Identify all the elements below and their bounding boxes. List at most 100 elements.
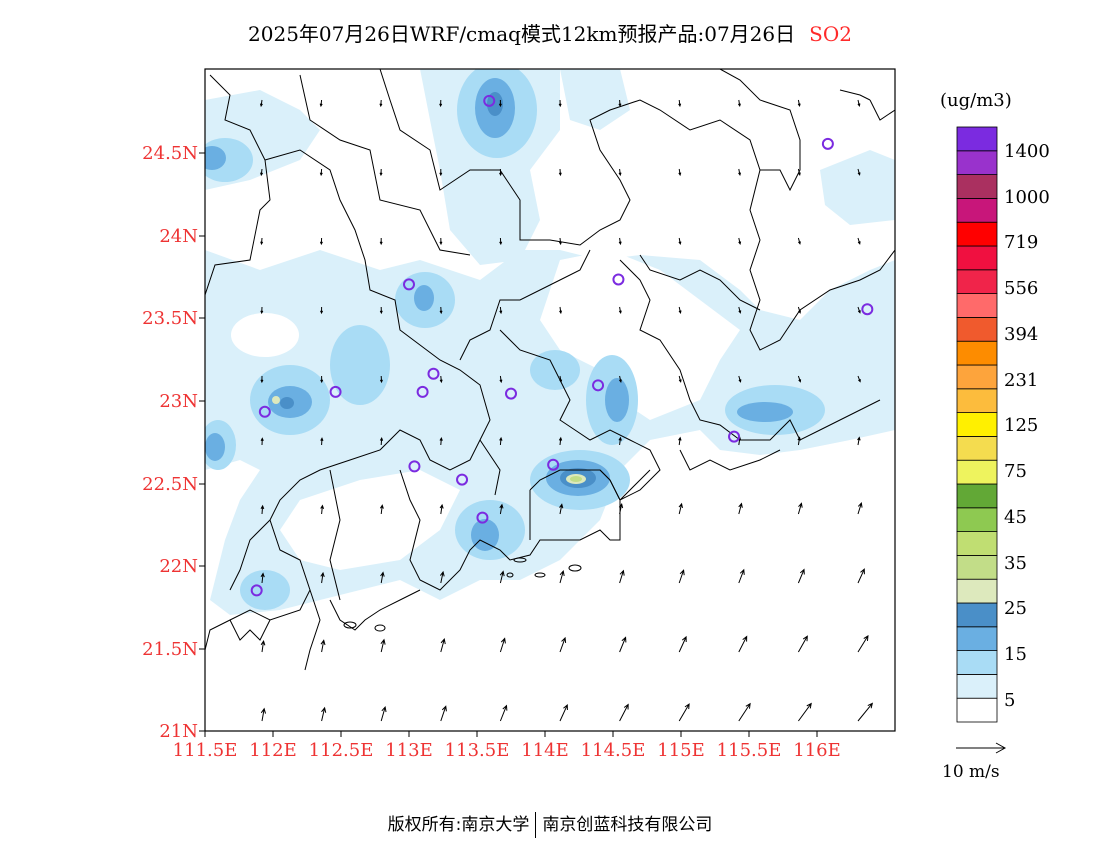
colorbar-label-394: 394 [1004, 324, 1039, 345]
low-concentration-holes [231, 250, 740, 570]
colorbar-unit-label: (ug/m3) [940, 90, 1012, 111]
colorbar-label-556: 556 [1004, 278, 1039, 299]
wind-vector [738, 306, 742, 314]
wind-vector [321, 706, 327, 722]
wind-vector [320, 504, 325, 515]
lat-label-22.5: 22.5N [142, 474, 198, 495]
wind-vector [857, 634, 869, 653]
colorbar-swatch [956, 674, 998, 699]
wind-vector [797, 375, 802, 383]
wind-vector [797, 502, 803, 515]
colorbar-label-15: 15 [1004, 644, 1027, 665]
wind-reference-label: 10 m/s [942, 762, 1000, 782]
station-marker [329, 385, 342, 398]
wind-vector [558, 237, 562, 246]
station-marker [427, 367, 440, 380]
wind-vector [320, 571, 325, 584]
footer-right: 南京创蓝科技有限公司 [542, 815, 713, 835]
station-marker [612, 273, 625, 286]
wind-vector [797, 702, 812, 722]
wind-vector [559, 503, 564, 515]
wind-vector [678, 502, 683, 515]
wind-vector [797, 168, 801, 176]
wind-vector [619, 636, 627, 653]
station-marker [547, 458, 560, 471]
wind-vector [320, 306, 324, 315]
colorbar-swatch [956, 435, 998, 461]
wind-vector [379, 437, 384, 446]
copyright-footer: 版权所有:南京大学 南京创蓝科技有限公司 [0, 810, 1100, 838]
colorbar-label-5: 5 [1004, 690, 1016, 711]
wind-vector [857, 306, 861, 314]
lon-label-113.5: 113.5E [444, 740, 510, 761]
colorbar-swatch [956, 697, 998, 723]
wind-vector [439, 570, 445, 584]
station-marker [476, 511, 489, 524]
colorbar-swatch [956, 150, 998, 176]
wind-vector [678, 306, 682, 314]
station-marker [505, 387, 517, 400]
lon-label-115.5: 115.5E [716, 740, 782, 761]
station-marker [250, 584, 263, 597]
wind-vector [499, 503, 504, 515]
station-marker [456, 473, 469, 486]
wind-vector [260, 237, 264, 246]
colorbar-swatch [956, 507, 998, 532]
so2-peak-areas [272, 396, 586, 484]
wind-vector [499, 704, 508, 722]
wind-vector [618, 375, 622, 383]
wind-vector [619, 569, 625, 584]
colorbar-label-1400: 1400 [1004, 141, 1050, 162]
wind-vector [260, 306, 264, 315]
colorbar-label-25: 25 [1004, 598, 1027, 619]
wind-vector [857, 436, 861, 446]
colorbar-swatch [956, 245, 998, 271]
station-marker [416, 385, 429, 398]
wind-vector [738, 702, 751, 722]
colorbar-swatch [956, 412, 998, 437]
wind-vector [260, 707, 266, 722]
colorbar-swatch [956, 269, 998, 294]
colorbar-swatch [956, 602, 998, 628]
wind-vector [440, 638, 446, 653]
wind-vector [379, 99, 383, 108]
wind-vector [499, 436, 503, 446]
wind-vector [439, 99, 443, 108]
station-marker [861, 303, 874, 316]
station-marker [403, 278, 415, 291]
footer-separator [535, 812, 537, 838]
chart-title: 2025年07月26日WRF/cmaq模式12km预报产品:07月26日 SO2 [0, 18, 1100, 47]
station-marker [408, 460, 421, 473]
wind-vector [379, 237, 383, 246]
wind-vector [678, 99, 682, 108]
wind-vector [738, 168, 742, 177]
wind-vector [559, 636, 567, 653]
colorbar-swatch [956, 340, 998, 366]
wind-vector [857, 702, 874, 722]
wind-vector [499, 570, 505, 584]
station-marker [728, 430, 741, 443]
wind-vector [259, 99, 263, 108]
lat-label-21: 21N [159, 721, 198, 742]
lon-label-112.5: 112.5E [308, 740, 374, 761]
wind-vector [558, 168, 562, 177]
wind-reference-arrow [956, 742, 1007, 754]
wind-vector [320, 375, 324, 384]
lon-label-111.5: 111.5E [172, 740, 238, 761]
wind-vector [857, 568, 865, 584]
wind-vector [738, 502, 743, 515]
wind-vector [678, 168, 682, 177]
colorbar-swatch [956, 459, 998, 485]
wind-vector [738, 237, 742, 245]
footer-left: 版权所有:南京大学 [387, 815, 530, 835]
wind-vector [499, 168, 503, 177]
wind-vector [619, 703, 629, 722]
wind-vector [559, 375, 563, 384]
wind-vector [618, 168, 622, 177]
wind-vector [439, 237, 443, 246]
lat-label-23.5: 23.5N [142, 308, 198, 329]
lon-label-112: 112E [249, 740, 297, 761]
wind-vector [440, 705, 447, 722]
concentration-field [205, 69, 895, 722]
